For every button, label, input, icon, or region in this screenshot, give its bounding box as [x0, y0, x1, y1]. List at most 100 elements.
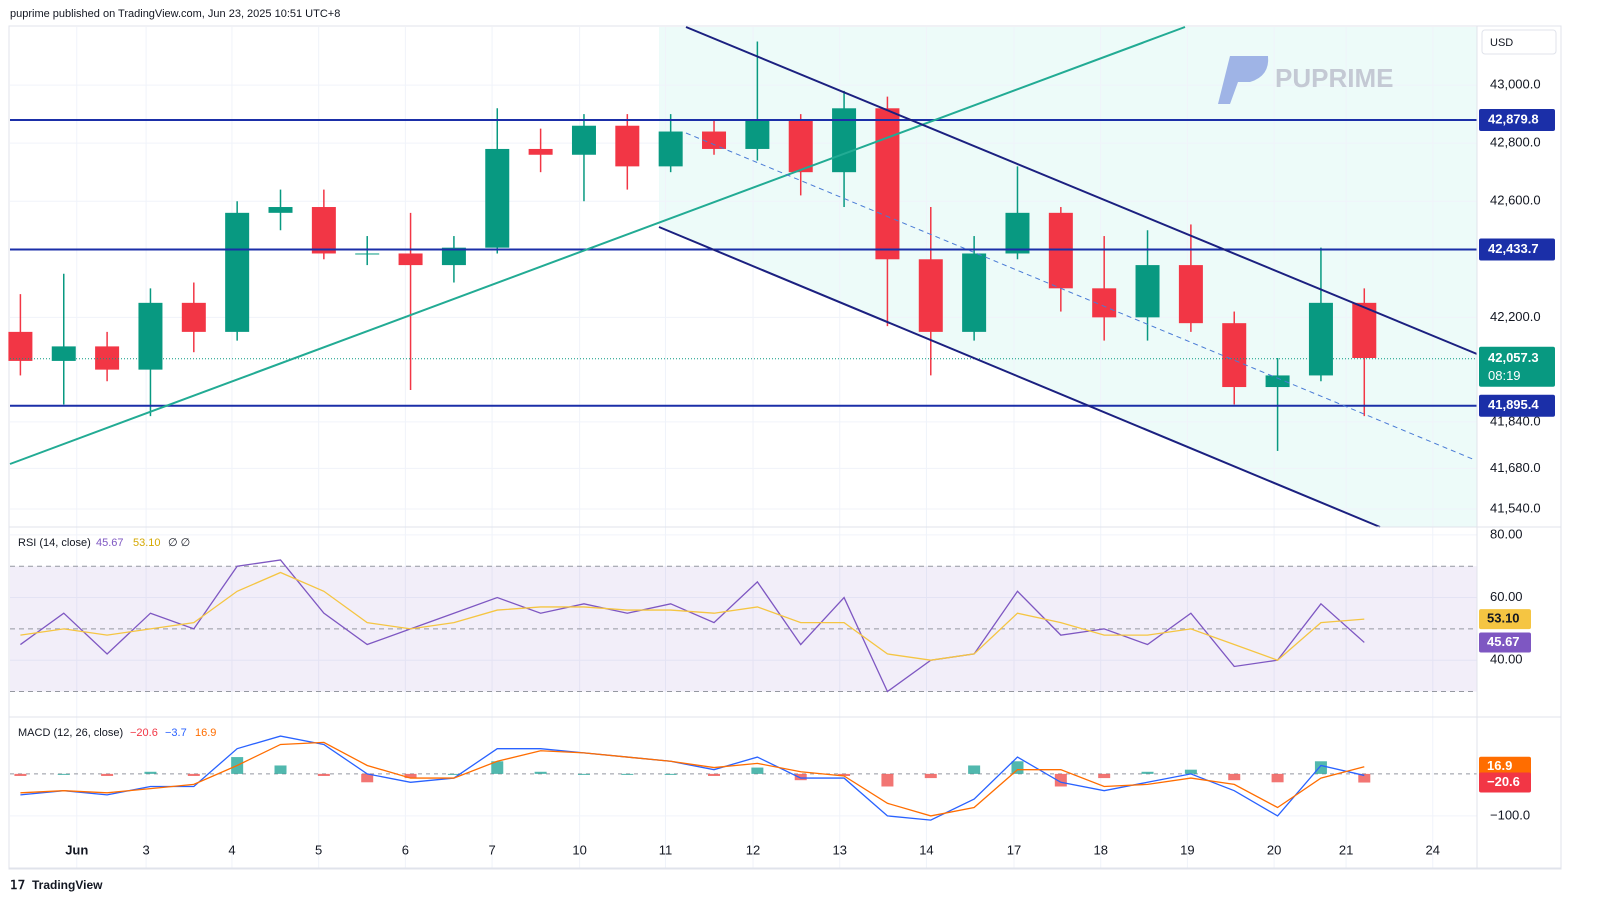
candle-body: [528, 148, 553, 155]
candle-body: [962, 253, 987, 332]
last-price-label: 42,057.3: [1488, 350, 1539, 365]
footer-logo: 𝟣𝟩: [10, 878, 25, 892]
candle-body: [485, 148, 510, 248]
hist-legend-value: −20.6: [130, 727, 158, 739]
macd-legend-value: −3.7: [165, 727, 187, 739]
candle-body: [1352, 302, 1377, 359]
macd-histogram-bar: [1011, 761, 1024, 774]
x-tick-label: 6: [402, 842, 409, 857]
y-tick-label: 41,840.0: [1490, 413, 1541, 428]
macd-histogram-bar: [1358, 773, 1371, 783]
macd-histogram-bar: [57, 773, 70, 775]
x-tick-label: 17: [1007, 842, 1021, 857]
macd-histogram-bar: [838, 773, 851, 776]
macd-histogram-bar: [1098, 773, 1111, 779]
candle-body: [398, 253, 423, 266]
y-tick-label: 43,000.0: [1490, 77, 1541, 92]
macd-histogram-bar: [751, 767, 764, 774]
macd-histogram-bar: [794, 773, 807, 781]
y-tick-label: 41,680.0: [1490, 460, 1541, 475]
macd-histogram-bar: [577, 773, 590, 775]
x-tick-label: 13: [833, 842, 847, 857]
rsi-last-label: 45.67: [1487, 634, 1520, 649]
hist-last-box: [1479, 772, 1531, 793]
candle-body: [918, 259, 943, 332]
macd-histogram-bar: [708, 773, 721, 776]
frame: [8, 25, 1562, 870]
y-tick-label: 60.00: [1490, 589, 1523, 604]
macd-histogram-bar: [447, 773, 460, 775]
candle-body: [95, 346, 120, 370]
candle-body: [1265, 375, 1290, 388]
channel-mid: [685, 132, 1476, 461]
candle-body: [788, 119, 813, 173]
currency-box: [1481, 29, 1557, 55]
macd-histogram-bar: [491, 761, 504, 774]
x-tick-label: 21: [1339, 842, 1353, 857]
macd-histogram-bar: [274, 765, 287, 774]
candle-body: [1308, 302, 1333, 376]
level-label: 42,433.7: [1488, 241, 1539, 256]
level-label: 41,895.4: [1488, 397, 1539, 412]
candle-body: [1005, 212, 1030, 254]
macd-histogram-bar: [317, 773, 330, 776]
macd-histogram-bar: [361, 773, 374, 783]
macd-histogram-bar: [187, 773, 200, 776]
candle-body: [875, 108, 900, 260]
currency: USD: [1490, 37, 1513, 49]
level-box: [1479, 108, 1555, 131]
macd-legend: MACD (12, 26, close): [18, 727, 123, 739]
drawings: [9, 26, 1478, 528]
rsi-last-label: 53.10: [1487, 611, 1520, 626]
candle-body: [8, 331, 33, 361]
rsi-last-box: [1479, 609, 1531, 630]
macd-line: [20, 741, 1365, 817]
candle-body: [702, 131, 727, 149]
marks: [8, 41, 1477, 821]
macd-histogram-bar: [664, 773, 677, 775]
trend-line: [9, 26, 1186, 465]
macd-histogram-bar: [404, 773, 417, 779]
macd-histogram-bar: [1228, 773, 1241, 781]
level-box: [1479, 394, 1555, 417]
macd-histogram-bar: [534, 771, 547, 774]
macd-histogram-bar: [881, 773, 894, 787]
x-tick-label: 19: [1180, 842, 1194, 857]
candle-body: [615, 125, 640, 167]
watermark: PUPRIME: [1275, 63, 1393, 93]
macd-histogram-bar: [1141, 771, 1154, 774]
candle-body: [441, 247, 466, 266]
macd-line: [20, 735, 1365, 821]
channel-lower: [658, 226, 1381, 528]
candle-body: [658, 131, 683, 167]
macd-histogram-bar: [968, 765, 981, 774]
candle-body: [1178, 265, 1203, 324]
y-tick-label: 41,540.0: [1490, 500, 1541, 515]
signal-legend-value: 16.9: [195, 727, 216, 739]
y-tick-label: −100.0: [1490, 807, 1530, 822]
macd-histogram-bar: [144, 771, 157, 774]
labels: Jun 3 4 5 6 7 10 11 12 13 14 17 18 19 20 21 24 43,000.0 42…: [65, 77, 1555, 857]
candle-body: [311, 207, 336, 254]
rsi-line: [20, 571, 1365, 661]
footer: TradingView: [32, 878, 103, 892]
grid: [10, 27, 1477, 868]
macd-histogram-bar: [621, 773, 634, 775]
macd-histogram-bar: [1271, 773, 1284, 783]
macd-last-box: [1479, 756, 1531, 777]
rsi-legend: RSI (14, close): [18, 537, 91, 549]
candle-body: [138, 302, 163, 370]
x-tick-label: 11: [659, 842, 673, 857]
channel-upper: [685, 26, 1478, 355]
y-tick-label: 40.00: [1490, 652, 1523, 667]
rsi-line: [20, 559, 1365, 693]
hist-last-label: −20.6: [1487, 774, 1520, 789]
candle-body: [1048, 212, 1073, 289]
macd-last-label: 16.9: [1487, 758, 1512, 773]
candle-body: [745, 119, 770, 149]
candle-body: [355, 253, 380, 255]
candle-body: [1135, 265, 1160, 318]
x-tick-label: 20: [1267, 842, 1281, 857]
countdown: 08:19: [1488, 368, 1521, 383]
